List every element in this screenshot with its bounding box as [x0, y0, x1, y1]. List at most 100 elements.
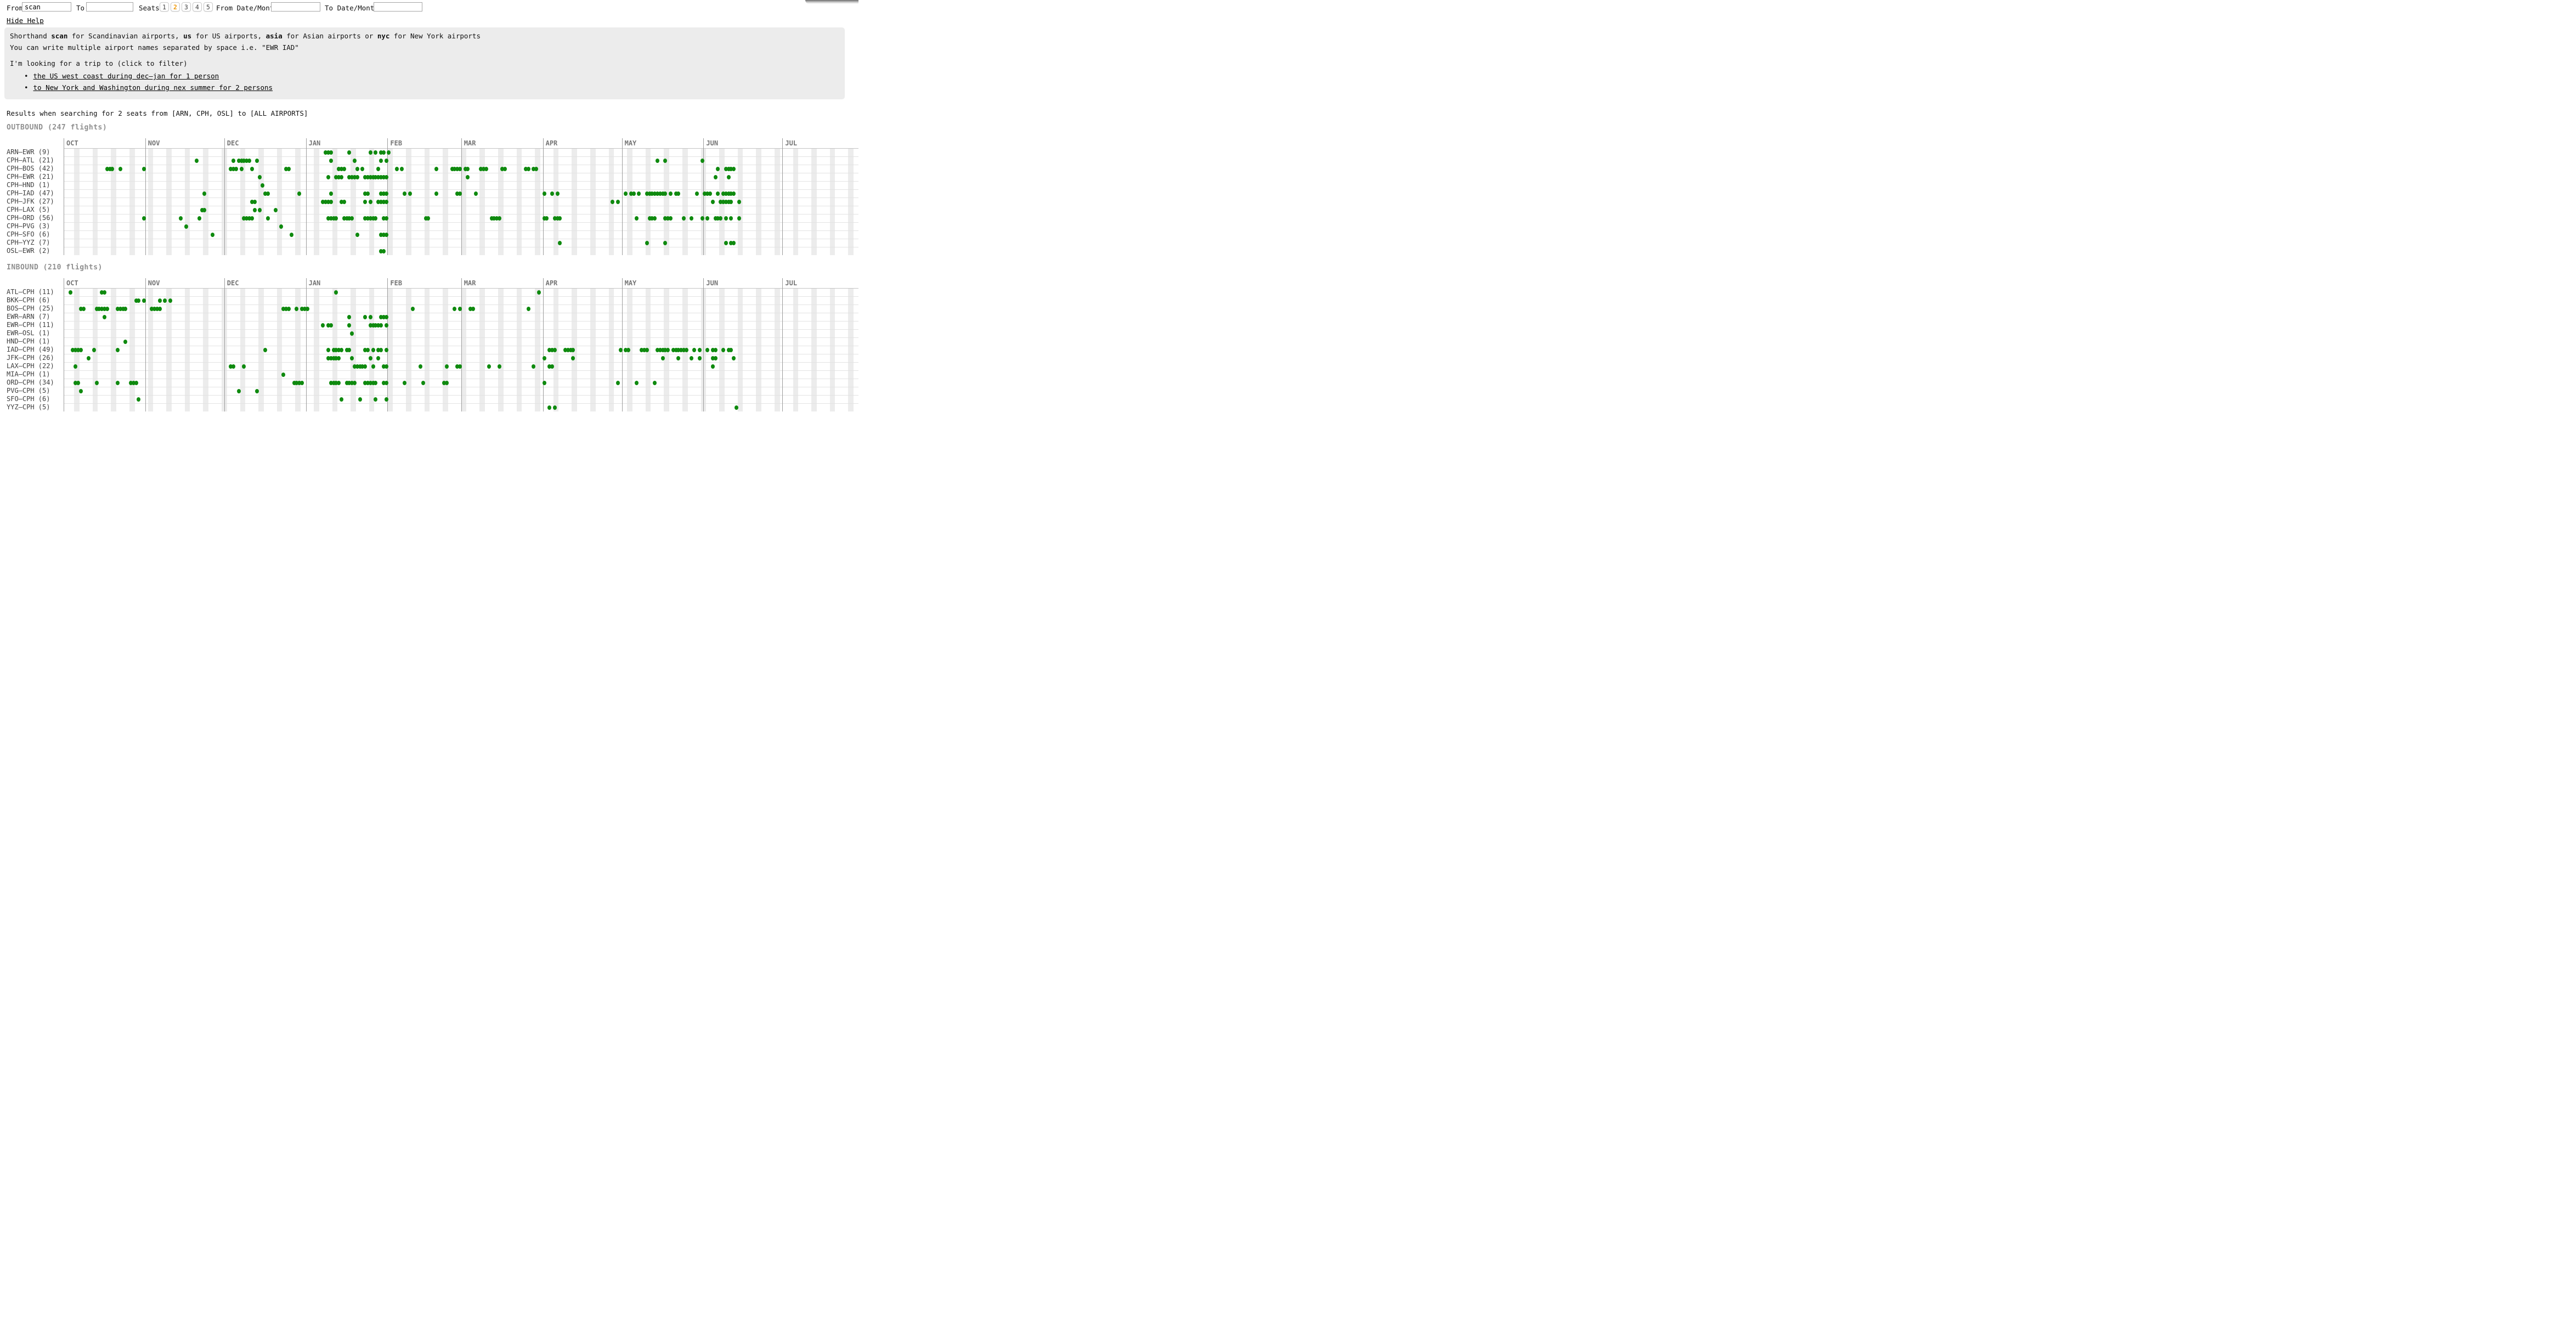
availability-dot [532, 166, 536, 171]
hide-help-link[interactable]: Hide Help [7, 16, 44, 25]
month-label: FEB [390, 139, 403, 147]
seat-count-button-2[interactable]: 2 [171, 2, 180, 12]
filter-link-west-coast[interactable]: the US west coast during dec–jan for 1 p… [33, 72, 219, 80]
availability-dot [326, 199, 330, 204]
availability-dot [555, 216, 560, 221]
weekend-band [74, 148, 80, 255]
weekend-band [756, 148, 761, 255]
availability-dot [92, 347, 96, 352]
seat-count-button-3[interactable]: 3 [182, 2, 191, 12]
month-line [782, 138, 783, 255]
month-label: JAN [308, 139, 321, 147]
availability-dot [729, 191, 733, 196]
availability-dot [368, 356, 372, 360]
availability-dot [131, 380, 135, 385]
route-label: CPH–YYZ (7) [7, 239, 50, 246]
weekend-band [775, 148, 780, 255]
availability-dot [74, 380, 78, 385]
availability-dot [726, 174, 731, 179]
availability-dot [523, 166, 528, 171]
from-input[interactable] [22, 2, 71, 12]
availability-dot [444, 364, 449, 369]
seats-label: Seats [139, 4, 160, 12]
availability-dot [542, 380, 546, 385]
filter-link-ny-washington[interactable]: to New York and Washington during nex su… [33, 83, 273, 92]
route-label: CPH–SFO (6) [7, 230, 50, 238]
availability-dot [326, 174, 330, 179]
route-label: SFO–CPH (6) [7, 395, 50, 403]
availability-dot [376, 174, 381, 179]
from-date-input[interactable] [271, 2, 320, 12]
availability-dot [668, 216, 673, 221]
availability-dot [68, 290, 72, 295]
availability-dot [281, 306, 286, 311]
weekend-band [443, 288, 448, 411]
availability-dot [157, 298, 162, 303]
weekend-band [498, 288, 504, 411]
availability-dot [194, 158, 199, 163]
availability-dot [724, 199, 728, 204]
weekend-band [572, 148, 577, 255]
availability-dot [252, 207, 257, 212]
availability-dot [163, 298, 167, 303]
month-line [703, 278, 704, 411]
availability-dot [78, 347, 83, 352]
availability-dot [137, 397, 141, 402]
availability-dot [329, 199, 333, 204]
availability-dot [455, 364, 460, 369]
availability-dot [300, 380, 304, 385]
availability-dot [339, 174, 343, 179]
availability-dot [655, 347, 659, 352]
availability-dot [347, 174, 352, 179]
availability-dot [234, 166, 238, 171]
availability-dot [710, 199, 715, 204]
availability-dot [350, 174, 354, 179]
availability-dot [368, 380, 372, 385]
availability-dot [455, 166, 460, 171]
availability-dot [384, 216, 388, 221]
row-separator [64, 296, 858, 297]
to-label: To [76, 4, 85, 12]
availability-dot [150, 306, 154, 311]
row-separator [64, 148, 858, 149]
availability-dot [379, 232, 383, 237]
availability-dot [721, 347, 725, 352]
availability-dot [700, 158, 704, 163]
availability-dot [368, 174, 372, 179]
availability-dot [134, 380, 138, 385]
month-label: APR [545, 139, 558, 147]
availability-dot [384, 232, 388, 237]
row-separator [64, 337, 858, 338]
availability-dot [329, 356, 333, 360]
weekend-band [387, 288, 393, 411]
availability-dot [418, 364, 422, 369]
availability-dot [365, 191, 370, 196]
availability-dot [379, 174, 383, 179]
availability-dot [384, 380, 388, 385]
availability-dot [547, 347, 552, 352]
to-input[interactable] [86, 2, 133, 12]
availability-dot [547, 364, 552, 369]
availability-dot [239, 166, 244, 171]
help-line-multiple: You can write multiple airport names sep… [10, 43, 299, 52]
availability-dot [705, 191, 710, 196]
month-label: DEC [227, 279, 239, 287]
month-line [145, 138, 146, 255]
availability-dot [450, 166, 454, 171]
availability-dot [660, 347, 665, 352]
availability-dot [379, 323, 383, 328]
availability-dot [379, 158, 383, 163]
weekend-band [461, 148, 467, 255]
to-date-input[interactable] [374, 2, 422, 12]
availability-dot [78, 306, 83, 311]
seat-count-button-1[interactable]: 1 [160, 2, 169, 12]
seat-count-button-4[interactable]: 4 [193, 2, 202, 12]
availability-dot [716, 166, 720, 171]
route-label: CPH–LAX (5) [7, 206, 50, 213]
availability-dot [484, 166, 488, 171]
availability-dot [87, 356, 91, 360]
seat-count-button-5[interactable]: 5 [204, 2, 213, 12]
availability-dot [663, 347, 668, 352]
weekend-band [553, 148, 559, 255]
availability-dot [252, 199, 257, 204]
